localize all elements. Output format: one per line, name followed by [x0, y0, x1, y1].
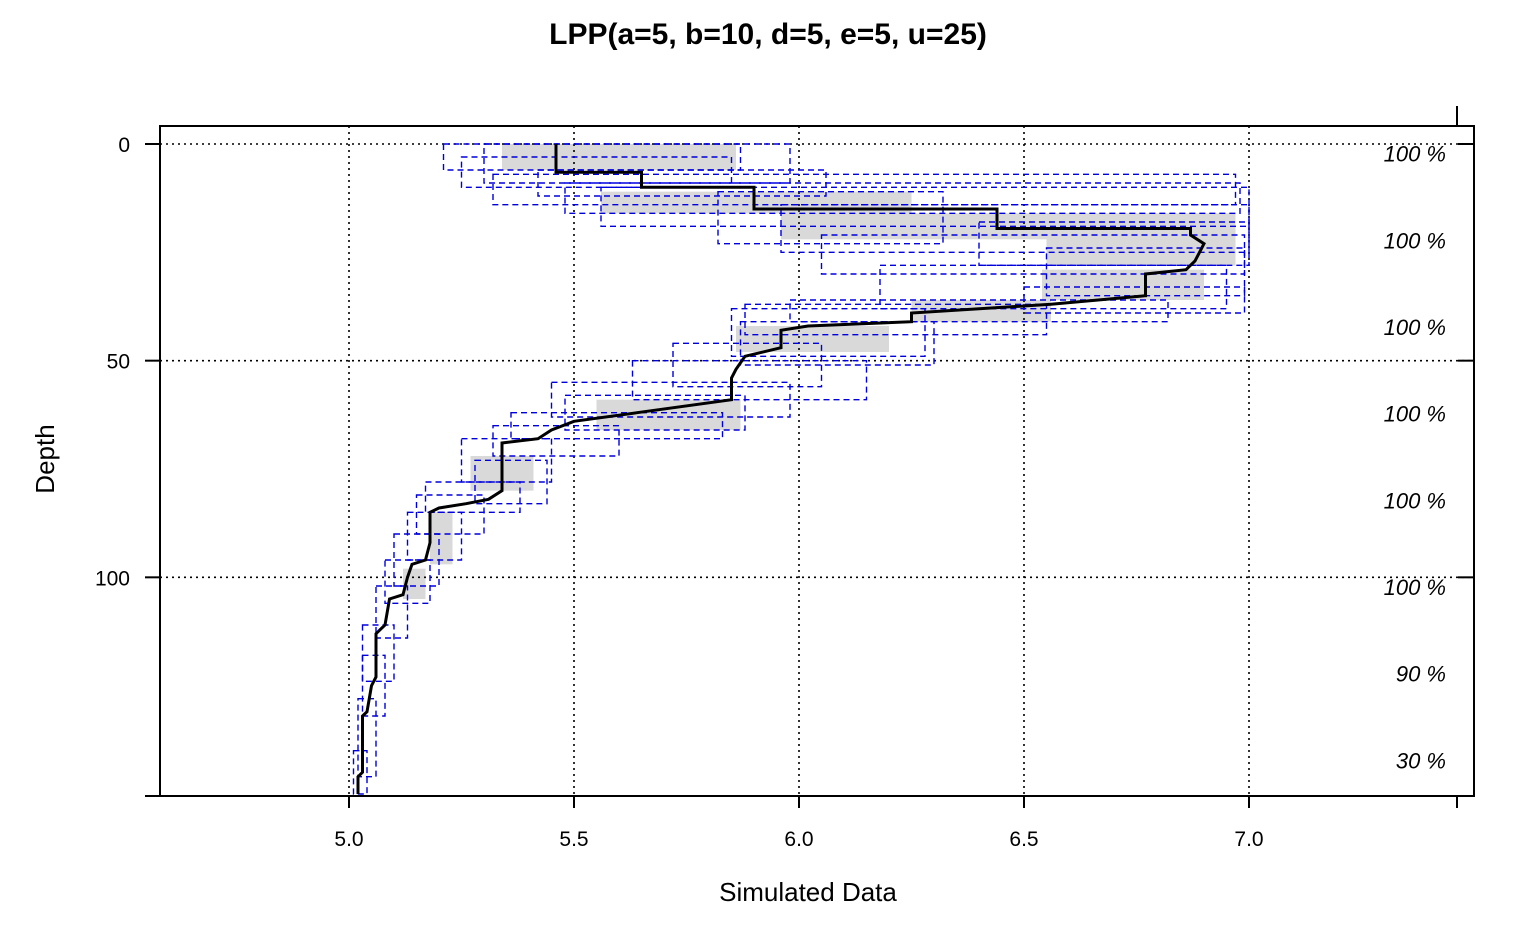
coverage-label-6: 90 %: [1396, 662, 1446, 687]
interval-box-23: [492, 424, 620, 457]
interval-box-26: [424, 481, 521, 514]
interval-box-1: [483, 143, 791, 184]
interval-box-31: [375, 585, 409, 639]
interval-box-layer: [352, 143, 1250, 795]
x-tick-label-4: 7.0: [1234, 828, 1263, 851]
x-tick-label-3: 6.5: [1009, 828, 1038, 851]
axis-ticks: 5.0 5.5 6.0 6.5 7.0 0 50 100: [95, 106, 1474, 851]
interval-box-35: [352, 749, 368, 795]
chart-title: LPP(a=5, b=10, d=5, e=5, u=25): [549, 18, 987, 51]
interval-box-19: [631, 359, 868, 401]
y-tick-label-2: 100: [95, 567, 130, 590]
x-tick-label-0: 5.0: [334, 828, 363, 851]
interval-box-15: [744, 303, 1048, 336]
interval-box-32: [361, 624, 395, 683]
coverage-label-4: 100 %: [1384, 488, 1446, 513]
gray-band-layer: [403, 144, 1236, 599]
interval-box-24: [460, 437, 553, 483]
interval-box-9: [978, 221, 1250, 267]
interval-box-20: [550, 381, 791, 418]
interval-box-6: [600, 186, 1250, 228]
y-tick-label-1: 50: [107, 351, 130, 374]
interval-box-12: [879, 264, 1228, 310]
interval-box-30: [384, 559, 431, 605]
x-axis-label: Simulated Data: [719, 877, 897, 907]
plot-frame: [159, 125, 1475, 797]
coverage-label-5: 100 %: [1384, 575, 1446, 600]
coverage-label-0: 100 %: [1384, 142, 1446, 167]
profile-line: [356, 144, 1206, 794]
interval-box-17: [739, 320, 935, 366]
coverage-label-2: 100 %: [1384, 315, 1446, 340]
interval-box-2: [460, 156, 733, 189]
gray-band-box-7: [736, 326, 889, 352]
interval-box-33: [361, 654, 386, 717]
coverage-label-7: 30 %: [1396, 748, 1446, 773]
x-tick-label-2: 6.0: [784, 828, 813, 851]
interval-box-27: [415, 494, 485, 535]
coverage-labels: 100 % 100 % 100 % 100 % 100 % 100 % 90 % 30 %: [1384, 142, 1446, 774]
interval-box-8: [780, 203, 1250, 254]
grid-layer: [160, 126, 1474, 796]
interval-box-7: [717, 190, 944, 245]
interval-box-18: [672, 342, 823, 388]
interval-box-29: [393, 533, 440, 587]
interval-box-22: [510, 411, 724, 440]
gray-band-box-5: [1042, 269, 1204, 300]
interval-box-25: [474, 459, 548, 505]
interval-box-34: [357, 697, 377, 778]
gray-band-box-10: [430, 512, 453, 565]
coverage-label-3: 100 %: [1384, 402, 1446, 427]
x-tick-label-1: 5.5: [559, 828, 588, 851]
y-tick-label-0: 0: [118, 134, 130, 157]
interval-box-5: [564, 182, 1241, 215]
y-axis-label: Depth: [30, 424, 60, 493]
coverage-label-1: 100 %: [1384, 228, 1446, 253]
